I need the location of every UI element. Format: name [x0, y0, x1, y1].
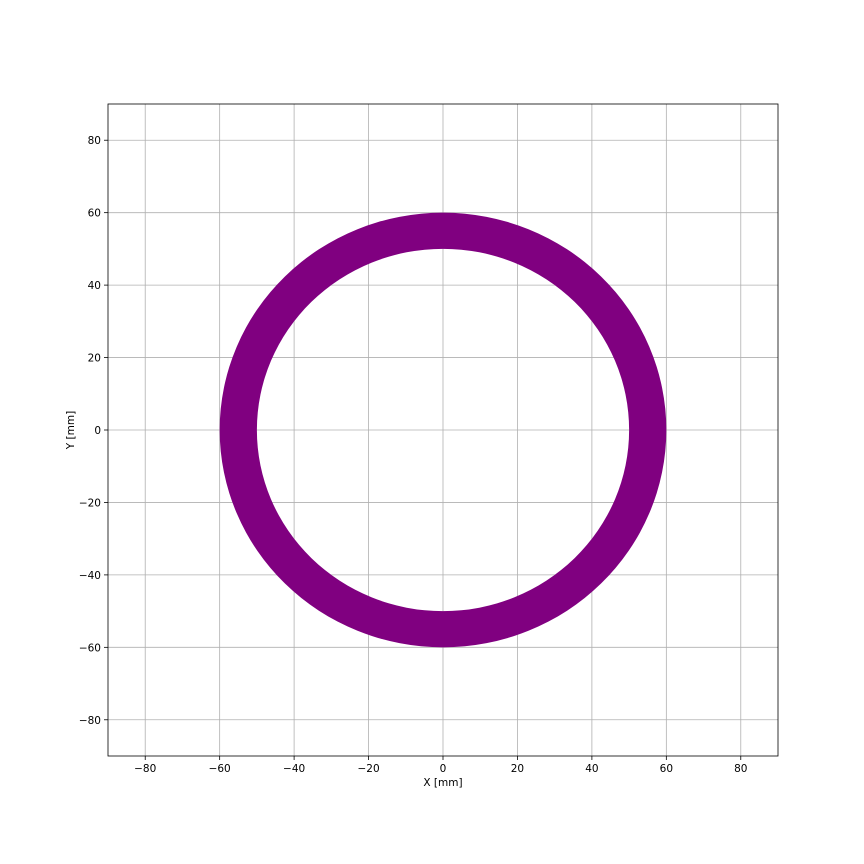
x-tick-label: −20 — [357, 763, 379, 775]
y-tick-label: −60 — [79, 642, 101, 654]
y-tick-label: 20 — [88, 353, 101, 365]
x-tick-label: 20 — [511, 763, 524, 775]
x-tick-label: 80 — [734, 763, 747, 775]
x-tick-label: −40 — [283, 763, 305, 775]
y-tick-label: 0 — [94, 425, 101, 437]
x-tick-label: −80 — [134, 763, 156, 775]
x-tick-label: 60 — [660, 763, 673, 775]
y-axis-label: Y [mm] — [65, 411, 77, 450]
y-tick-label: 60 — [88, 208, 101, 220]
x-tick-label: −60 — [209, 763, 231, 775]
y-tick-label: 40 — [88, 280, 101, 292]
x-axis-label: X [mm] — [423, 777, 462, 789]
y-tick-label: −40 — [79, 570, 101, 582]
y-tick-label: −80 — [79, 715, 101, 727]
x-tick-label: 40 — [585, 763, 598, 775]
x-tick-label: 0 — [440, 763, 447, 775]
y-tick-label: −20 — [79, 497, 101, 509]
y-tick-label: 80 — [88, 135, 101, 147]
